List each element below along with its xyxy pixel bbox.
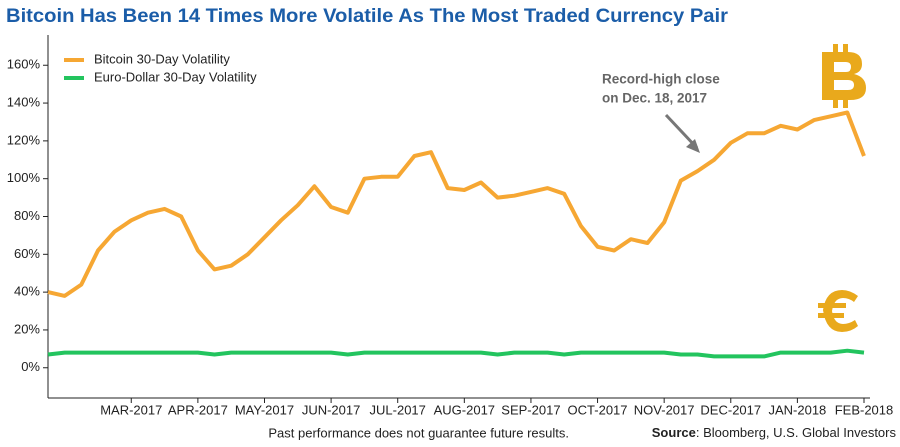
source-text: : Bloomberg, U.S. Global Investors [696, 425, 897, 440]
chart-title: Bitcoin Has Been 14 Times More Volatile … [6, 6, 729, 27]
annotation-arrowhead [686, 139, 700, 153]
legend-label: Euro-Dollar 30-Day Volatility [94, 69, 257, 84]
x-tick-label: APR-2017 [168, 402, 228, 417]
source-label: Source [652, 425, 696, 440]
x-tick-label: AUG-2017 [434, 402, 495, 417]
y-tick-label: 20% [14, 321, 40, 336]
series-line [47, 348, 865, 359]
legend-label: Bitcoin 30-Day Volatility [94, 51, 230, 66]
x-tick-label: MAY-2017 [235, 402, 294, 417]
x-tick-label: DEC-2017 [700, 402, 761, 417]
x-tick-label: MAR-2017 [100, 402, 162, 417]
y-tick-label: 80% [14, 208, 40, 223]
y-tick-label: 40% [14, 284, 40, 299]
footnote: Past performance does not guarantee futu… [268, 425, 569, 440]
x-tick-label: NOV-2017 [634, 402, 695, 417]
source: Source: Bloomberg, U.S. Global Investors [652, 425, 897, 440]
y-tick-label: 60% [14, 246, 40, 261]
y-tick-label: 120% [7, 132, 41, 147]
x-tick-label: FEB-2018 [835, 402, 894, 417]
x-tick-label: OCT-2017 [568, 402, 628, 417]
y-tick-label: 140% [7, 95, 41, 110]
x-tick-label: JAN-2018 [768, 402, 826, 417]
euro-icon [818, 290, 858, 332]
annotation: Record-high close [602, 72, 720, 87]
x-tick-label: JUN-2017 [302, 402, 361, 417]
y-tick-label: 100% [7, 170, 41, 185]
x-tick-label: SEP-2017 [501, 402, 560, 417]
x-tick-label: JUL-2017 [370, 402, 426, 417]
bitcoin-icon [822, 44, 866, 108]
y-tick-label: 0% [21, 359, 40, 374]
annotation: on Dec. 18, 2017 [602, 91, 707, 106]
y-tick-label: 160% [7, 57, 41, 72]
series-line [47, 110, 866, 298]
